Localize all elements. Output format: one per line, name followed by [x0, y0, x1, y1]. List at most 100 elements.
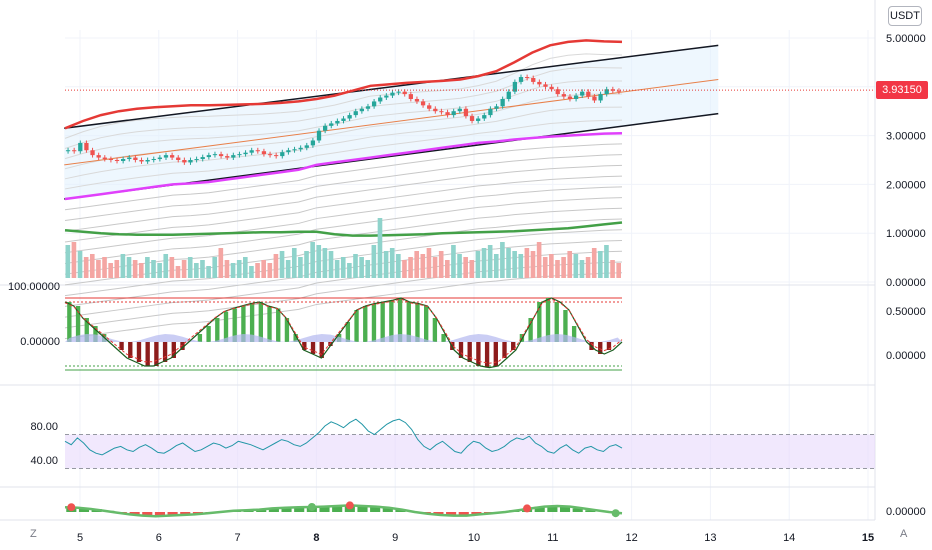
volume-bar — [310, 242, 315, 278]
volume-bar — [573, 254, 579, 278]
zoom-icon[interactable]: Z — [30, 528, 37, 540]
volume-bar — [255, 263, 260, 278]
candle-body — [518, 77, 524, 82]
oscillator-marker — [523, 504, 532, 513]
volume-bar — [138, 263, 144, 278]
candle-body — [439, 111, 444, 113]
candle-body — [512, 81, 518, 92]
volume-bar — [604, 245, 609, 278]
candle-body — [604, 89, 609, 95]
rsi-band — [65, 434, 875, 469]
volume-bar — [389, 248, 395, 278]
volume-bar — [567, 251, 573, 278]
volume-bar — [126, 257, 132, 278]
volume-bar — [561, 257, 566, 278]
candle-body — [249, 150, 254, 153]
oscillator-right-tick: 0.00000 — [886, 506, 926, 518]
candle-body — [537, 81, 542, 85]
volume-bar — [365, 260, 371, 278]
candle-body — [72, 150, 77, 152]
candle-body — [78, 142, 83, 152]
fan-line-upper — [64, 119, 623, 190]
candle-body — [433, 108, 438, 112]
candle-body — [127, 157, 132, 160]
candle-body — [384, 95, 389, 98]
time-tick-label: 10 — [468, 532, 480, 544]
time-tick-label: 15 — [862, 532, 874, 544]
candle-body — [341, 118, 346, 121]
volume-bar — [322, 248, 328, 278]
volume-bar — [120, 254, 126, 278]
candle-body — [108, 159, 114, 161]
rsi-tick: 40.00 — [30, 455, 58, 467]
candle-body — [329, 123, 334, 126]
volume-bar — [157, 263, 162, 278]
auto-scale-button[interactable]: A — [900, 528, 908, 540]
volume-bar — [169, 257, 175, 278]
price-tick-label: 5.00000 — [886, 33, 926, 45]
volume-bar — [108, 263, 113, 278]
candle-body — [347, 115, 352, 119]
candle-body — [561, 94, 566, 97]
volume-bar — [493, 254, 499, 278]
volume-bar — [549, 254, 554, 278]
volume-bar — [444, 260, 450, 278]
candle-body — [292, 149, 297, 151]
candle-body — [476, 118, 481, 121]
candle-body — [427, 105, 432, 109]
candle-body — [451, 111, 456, 116]
candle-body — [488, 108, 493, 116]
fan-line — [64, 154, 623, 222]
candle-body — [322, 125, 328, 131]
oscillator-marker — [345, 501, 354, 510]
candle-body — [304, 145, 309, 148]
volume-bar — [402, 260, 407, 278]
candle-body — [580, 91, 585, 96]
upper-band-line — [64, 39, 623, 130]
candle-body — [194, 159, 199, 161]
candle-body — [500, 99, 505, 107]
candle-body — [280, 152, 285, 157]
macd-right-tick: 0.50000 — [886, 306, 926, 318]
candle-body — [286, 150, 291, 153]
candle-body — [592, 96, 597, 101]
candle-body — [255, 150, 260, 152]
oscillator-marker — [611, 509, 620, 518]
rsi-line — [64, 418, 623, 456]
candle-body — [176, 157, 181, 160]
candle-body — [420, 101, 426, 106]
candle-body — [169, 155, 175, 158]
candle-body — [274, 155, 279, 157]
time-tick-label: 7 — [235, 532, 241, 544]
volume-bar — [451, 245, 456, 278]
volume-bar — [377, 218, 383, 278]
macd-line — [64, 297, 623, 369]
volume-bar — [598, 251, 603, 278]
candle-body — [157, 157, 163, 160]
currency-unit-button[interactable]: USDT — [888, 6, 922, 26]
candle-body — [121, 159, 126, 161]
volume-bar — [426, 248, 432, 278]
volume-bar — [267, 263, 273, 278]
volume-bar — [298, 257, 303, 278]
volume-bar — [383, 251, 389, 278]
candle-body — [335, 120, 340, 124]
candle-body — [408, 94, 413, 99]
volume-bar — [542, 257, 548, 278]
candle-body — [616, 90, 622, 92]
candle-body — [531, 78, 536, 82]
candle-body — [463, 108, 469, 117]
volume-bar — [500, 242, 505, 278]
lower-band-line — [64, 221, 623, 237]
time-tick-label: 8 — [313, 532, 319, 544]
volume-bar — [328, 251, 334, 278]
fan-line-upper — [64, 106, 623, 180]
oscillator-marker — [67, 503, 76, 512]
price-tick-label: 0.00000 — [886, 277, 926, 289]
volume-bar — [249, 266, 254, 278]
volume-bar — [151, 260, 156, 278]
candle-body — [371, 101, 377, 107]
volume-bar — [438, 251, 444, 278]
volume-bar — [102, 257, 107, 278]
